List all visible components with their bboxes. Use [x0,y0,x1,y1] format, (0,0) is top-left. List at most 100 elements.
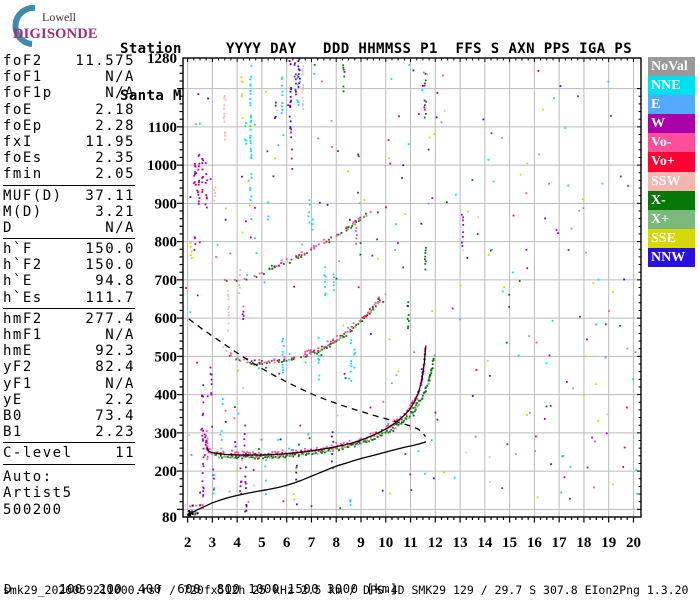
svg-text:500: 500 [155,349,178,365]
param-value: 92.3 [95,343,135,360]
param-label: hmF2 [3,310,43,327]
param-label: h`Es [3,289,43,306]
param-value: 111.7 [85,289,135,306]
param-value: 11.95 [85,133,135,150]
param-value: 2.28 [95,117,135,134]
param-row: fxI 11.95 [3,134,135,150]
param-value: 277.4 [85,310,135,327]
svg-text:18: 18 [576,535,591,551]
svg-text:2: 2 [184,535,192,551]
separator [3,184,135,186]
legend-item-sse: SSE [648,228,695,248]
param-label: M(D) [3,203,43,220]
param-label: h`F [3,241,33,258]
svg-text:4: 4 [233,535,241,551]
param-row: M(D) 3.21 [3,204,135,220]
svg-text:7: 7 [308,535,316,551]
param-label: hmF1 [3,327,43,343]
antenna-direction-legend: NoVal NNE E W Vo- Vo+ SSW X- X+ SSE NNW [648,57,695,268]
param-value: N/A [105,375,135,392]
lowell-digisonde-logo: Lowell DIGISONDE [4,2,116,48]
param-row: h`F 150.0 [3,241,135,257]
legend-item-ssw: SSW [648,171,695,191]
legend-item-nnw: NNW [648,247,695,268]
param-value: 150.0 [85,241,135,258]
param-value: 11.575 [75,53,135,69]
separator [3,442,135,444]
param-value: N/A [105,69,135,86]
param-row: yF2 82.4 [3,359,135,375]
param-row: h`Es 111.7 [3,290,135,306]
param-label: foEp [3,117,43,134]
svg-text:15: 15 [502,535,517,551]
param-value: 73.4 [95,407,135,424]
param-row: fmin 2.05 [3,166,135,182]
param-value: N/A [105,327,135,343]
svg-text:1100: 1100 [148,120,177,136]
param-label: foF1p [3,85,53,102]
svg-text:10: 10 [378,535,393,551]
param-label: yE [3,391,23,408]
logo-digisonde-text: DIGISONDE [13,26,98,42]
param-label: hmE [3,343,33,360]
svg-text:400: 400 [155,388,178,404]
svg-text:80: 80 [162,510,177,526]
svg-text:200: 200 [155,464,178,480]
separator [3,238,135,240]
param-label: D [3,219,13,236]
param-row: foF1 N/A [3,69,135,85]
param-row: foF1p N/A [3,85,135,101]
svg-text:1000: 1000 [147,158,177,174]
param-value: 37.11 [85,187,135,204]
param-row: MUF(D) 37.11 [3,188,135,204]
param-value: 2.2 [105,391,135,408]
param-value: 2.23 [95,424,135,441]
separator [3,307,135,309]
legend-item-vo+: Vo+ [648,152,695,172]
svg-text:800: 800 [155,235,178,251]
param-row: foF2 11.575 [3,53,135,69]
param-value: 82.4 [95,359,135,376]
svg-text:1280: 1280 [147,51,177,67]
svg-text:300: 300 [155,426,178,442]
param-groups: foF2 11.575 foF1 N/A foF1p N/A foE 2.18 foEp 2.28… [3,53,135,465]
param-label: C-level [3,445,73,462]
param-value: 2.05 [95,166,135,183]
legend-item-w: W [648,114,695,134]
legend-item-nne: NNE [648,76,695,96]
param-label: yF1 [3,375,33,392]
param-label: foE [3,101,33,118]
param-value: 3.21 [95,203,135,220]
param-row: h`F2 150.0 [3,257,135,273]
svg-text:19: 19 [601,535,616,551]
param-value: N/A [105,85,135,102]
svg-text:20: 20 [626,535,641,551]
param-label: fxI [3,133,33,150]
legend-item-x-: X- [648,190,695,210]
param-label: foEs [3,150,43,167]
param-row: B0 73.4 [3,408,135,424]
param-value: N/A [105,219,135,236]
distance-row: D 100 200 400 600 800 1000 1500 3000 [km… [4,581,398,596]
svg-text:3: 3 [209,535,217,551]
param-label: h`E [3,273,33,290]
param-label: B0 [3,407,23,424]
param-row: B1 2.23 [3,424,135,440]
svg-text:6: 6 [283,535,291,551]
param-row: D N/A [3,220,135,236]
param-row: hmF2 277.4 [3,311,135,327]
param-label: B1 [3,424,23,441]
svg-text:700: 700 [155,273,178,289]
param-row: yE 2.2 [3,392,135,408]
param-row: hmE 92.3 [3,343,135,359]
legend-item-vo-: Vo- [648,133,695,153]
legend-item-noval: NoVal [648,57,695,77]
param-row: C-level 11 [3,445,135,461]
param-row: h`E 94.8 [3,273,135,289]
svg-text:11: 11 [403,535,417,551]
param-label: h`F2 [3,257,43,274]
svg-text:14: 14 [477,535,493,551]
svg-text:900: 900 [155,196,178,212]
svg-text:12: 12 [428,535,443,551]
